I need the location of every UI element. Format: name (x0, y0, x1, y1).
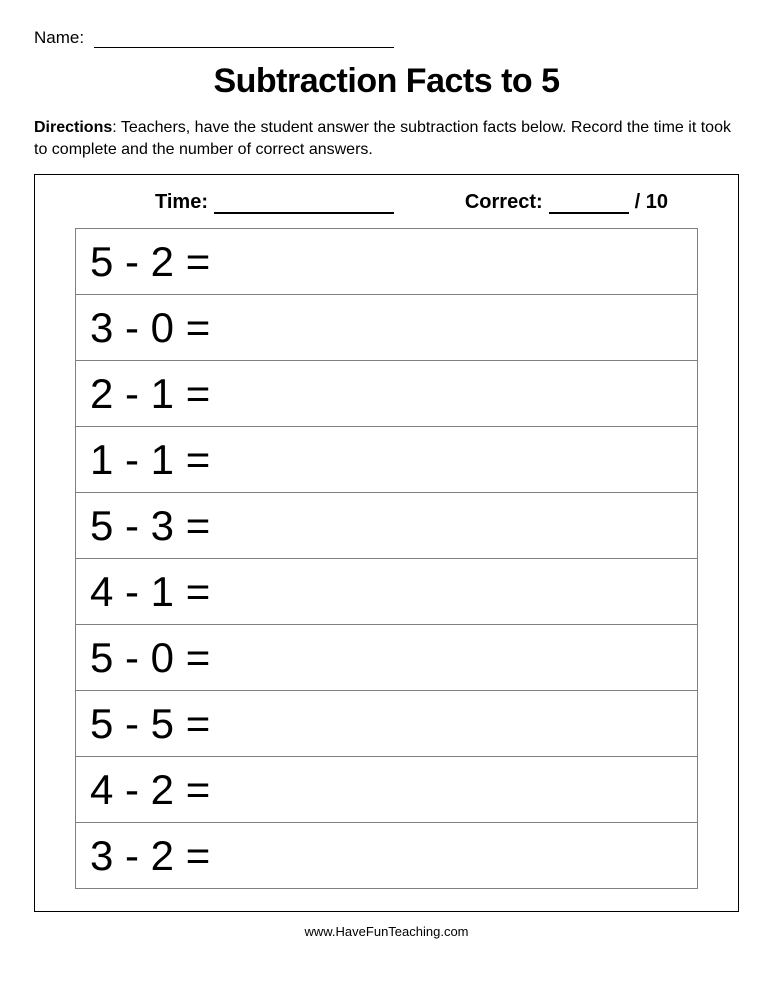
worksheet-title: Subtraction Facts to 5 (34, 62, 739, 101)
directions-label: Directions (34, 119, 112, 136)
name-field-row: Name: (34, 28, 739, 48)
directions-text: : Teachers, have the student answer the … (34, 119, 731, 158)
problem-row[interactable]: 4 - 2 = (76, 757, 697, 823)
correct-total: / 10 (635, 191, 668, 214)
time-field: Time: (155, 191, 394, 214)
footer-url: www.HaveFunTeaching.com (34, 924, 739, 939)
name-label: Name: (34, 28, 84, 48)
worksheet-box: Time: Correct: / 10 5 - 2 = 3 - 0 = 2 - … (34, 174, 739, 912)
problem-row[interactable]: 5 - 0 = (76, 625, 697, 691)
problem-row[interactable]: 1 - 1 = (76, 427, 697, 493)
name-blank-line[interactable] (94, 32, 394, 48)
problems-table: 5 - 2 = 3 - 0 = 2 - 1 = 1 - 1 = 5 - 3 = … (75, 228, 698, 889)
problem-row[interactable]: 5 - 3 = (76, 493, 697, 559)
directions: Directions: Teachers, have the student a… (34, 117, 739, 160)
problem-row[interactable]: 2 - 1 = (76, 361, 697, 427)
time-label: Time: (155, 191, 208, 214)
correct-field: Correct: / 10 (465, 191, 668, 214)
problem-row[interactable]: 3 - 0 = (76, 295, 697, 361)
correct-label: Correct: (465, 191, 543, 214)
problem-row[interactable]: 5 - 5 = (76, 691, 697, 757)
problem-row[interactable]: 5 - 2 = (76, 229, 697, 295)
score-row: Time: Correct: / 10 (155, 191, 668, 214)
problem-row[interactable]: 3 - 2 = (76, 823, 697, 889)
problem-row[interactable]: 4 - 1 = (76, 559, 697, 625)
time-blank-line[interactable] (214, 196, 394, 214)
correct-blank-line[interactable] (549, 196, 629, 214)
